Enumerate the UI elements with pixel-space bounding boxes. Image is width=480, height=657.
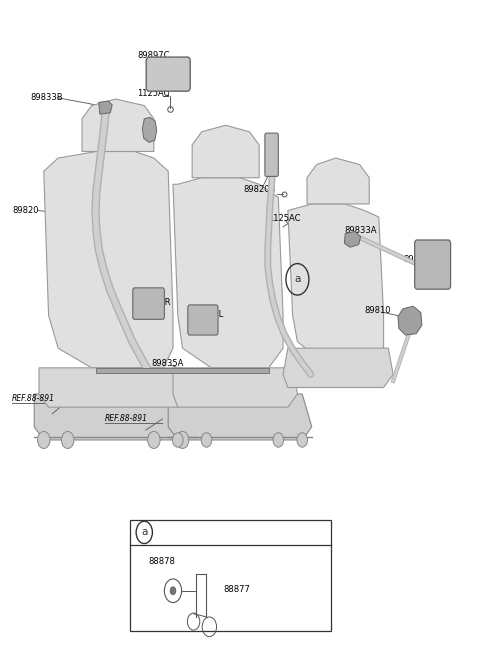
Polygon shape: [99, 101, 112, 114]
Polygon shape: [288, 204, 384, 361]
Text: 1125AC: 1125AC: [137, 89, 169, 99]
Circle shape: [176, 432, 189, 449]
FancyBboxPatch shape: [146, 57, 190, 91]
Polygon shape: [173, 368, 298, 407]
Polygon shape: [398, 306, 422, 335]
Circle shape: [61, 432, 74, 449]
FancyBboxPatch shape: [133, 288, 164, 319]
Polygon shape: [192, 125, 259, 177]
Text: 89830R: 89830R: [139, 298, 171, 307]
Polygon shape: [96, 368, 269, 373]
Text: a: a: [294, 275, 300, 284]
Text: 89835A: 89835A: [151, 359, 183, 368]
Polygon shape: [307, 158, 369, 204]
Text: 89820: 89820: [12, 206, 39, 215]
Bar: [130, 520, 331, 631]
Polygon shape: [283, 348, 393, 388]
Circle shape: [297, 433, 308, 447]
Text: REF.88-891: REF.88-891: [12, 394, 55, 403]
Text: 88878: 88878: [148, 556, 175, 566]
Text: a: a: [141, 528, 147, 537]
FancyBboxPatch shape: [188, 305, 218, 335]
FancyBboxPatch shape: [415, 240, 451, 289]
Polygon shape: [143, 118, 157, 143]
Polygon shape: [168, 394, 312, 440]
Circle shape: [273, 433, 284, 447]
Text: 1125AC: 1125AC: [268, 214, 300, 223]
Circle shape: [170, 587, 176, 595]
Text: 89820B: 89820B: [244, 185, 276, 194]
Polygon shape: [39, 368, 187, 407]
Circle shape: [172, 433, 183, 447]
FancyBboxPatch shape: [265, 133, 278, 176]
Polygon shape: [82, 99, 154, 152]
Text: REF.88-891: REF.88-891: [105, 415, 148, 424]
Circle shape: [148, 432, 160, 449]
Circle shape: [201, 433, 212, 447]
Text: 89810: 89810: [364, 306, 391, 315]
Text: 89833B: 89833B: [30, 93, 63, 102]
Text: 89897C: 89897C: [137, 51, 169, 60]
Polygon shape: [173, 177, 283, 368]
Polygon shape: [344, 231, 360, 247]
Text: 89833A: 89833A: [344, 225, 377, 235]
Polygon shape: [34, 394, 197, 440]
Polygon shape: [44, 152, 173, 368]
Text: 88877: 88877: [223, 585, 250, 594]
Circle shape: [37, 432, 50, 449]
Text: 89897C: 89897C: [404, 255, 436, 264]
Text: 89830L: 89830L: [192, 309, 223, 319]
